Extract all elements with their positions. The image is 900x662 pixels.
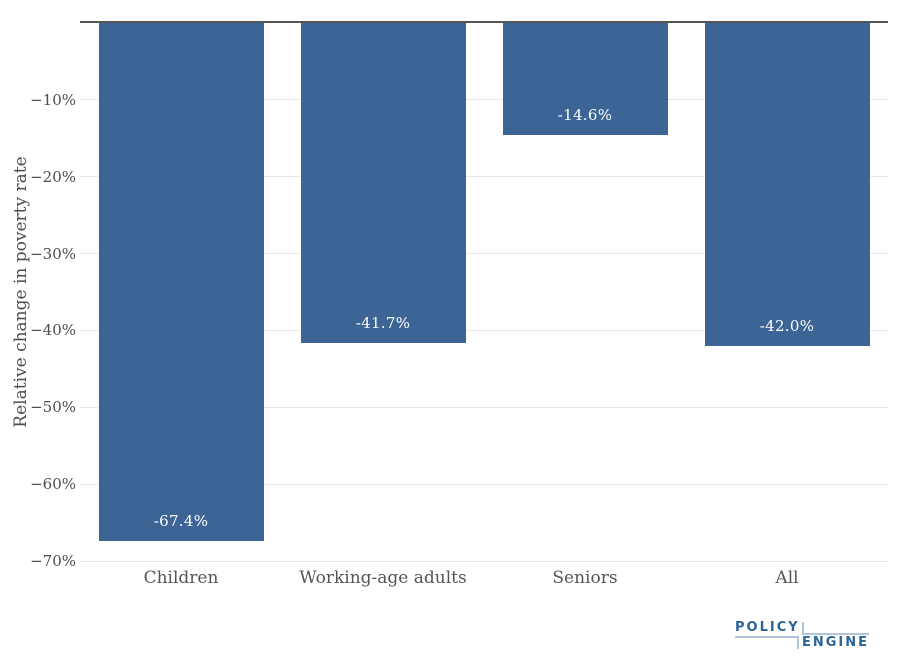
bar-value-label: -42.0% [759, 316, 815, 335]
policyengine-logo: POLICY ENGINE [735, 621, 869, 650]
logo-connector-line [801, 622, 869, 635]
x-tick-label-seniors: Seniors [552, 568, 618, 588]
y-tick-label: −60% [30, 475, 76, 494]
bar-working-age-adults[interactable]: -41.7% [300, 23, 466, 344]
bar-value-label: -14.6% [557, 106, 613, 125]
y-gridline [80, 329, 888, 331]
y-gridline [80, 560, 888, 562]
logo-connector-line [735, 636, 799, 649]
y-gridline [80, 406, 888, 408]
x-tick-label-working-age-adults: Working-age adults [299, 568, 467, 588]
y-gridline [80, 253, 888, 255]
x-tick-label-all: All [775, 568, 799, 588]
y-tick-label: −30% [30, 244, 76, 263]
x-tick-label-children: Children [143, 568, 219, 588]
y-tick-label: −10% [30, 90, 76, 109]
bar-value-label: -41.7% [355, 314, 411, 333]
logo-text-engine: ENGINE [801, 635, 869, 650]
y-gridline [80, 176, 888, 178]
bar-all[interactable]: -42.0% [704, 23, 870, 346]
y-tick-label: −40% [30, 321, 76, 340]
y-gridline [80, 99, 888, 101]
bar-value-label: -67.4% [153, 512, 209, 531]
y-tick-label: −20% [30, 167, 76, 186]
y-tick-label: −50% [30, 398, 76, 417]
zero-axis-line [80, 21, 888, 23]
bar-children[interactable]: -67.4% [98, 23, 264, 542]
y-tick-label: −70% [30, 552, 76, 570]
logo-text-policy: POLICY [735, 620, 800, 635]
y-axis-title: Relative change in poverty rate [11, 156, 31, 428]
bar-seniors[interactable]: -14.6% [502, 23, 668, 136]
y-gridline [80, 483, 888, 485]
